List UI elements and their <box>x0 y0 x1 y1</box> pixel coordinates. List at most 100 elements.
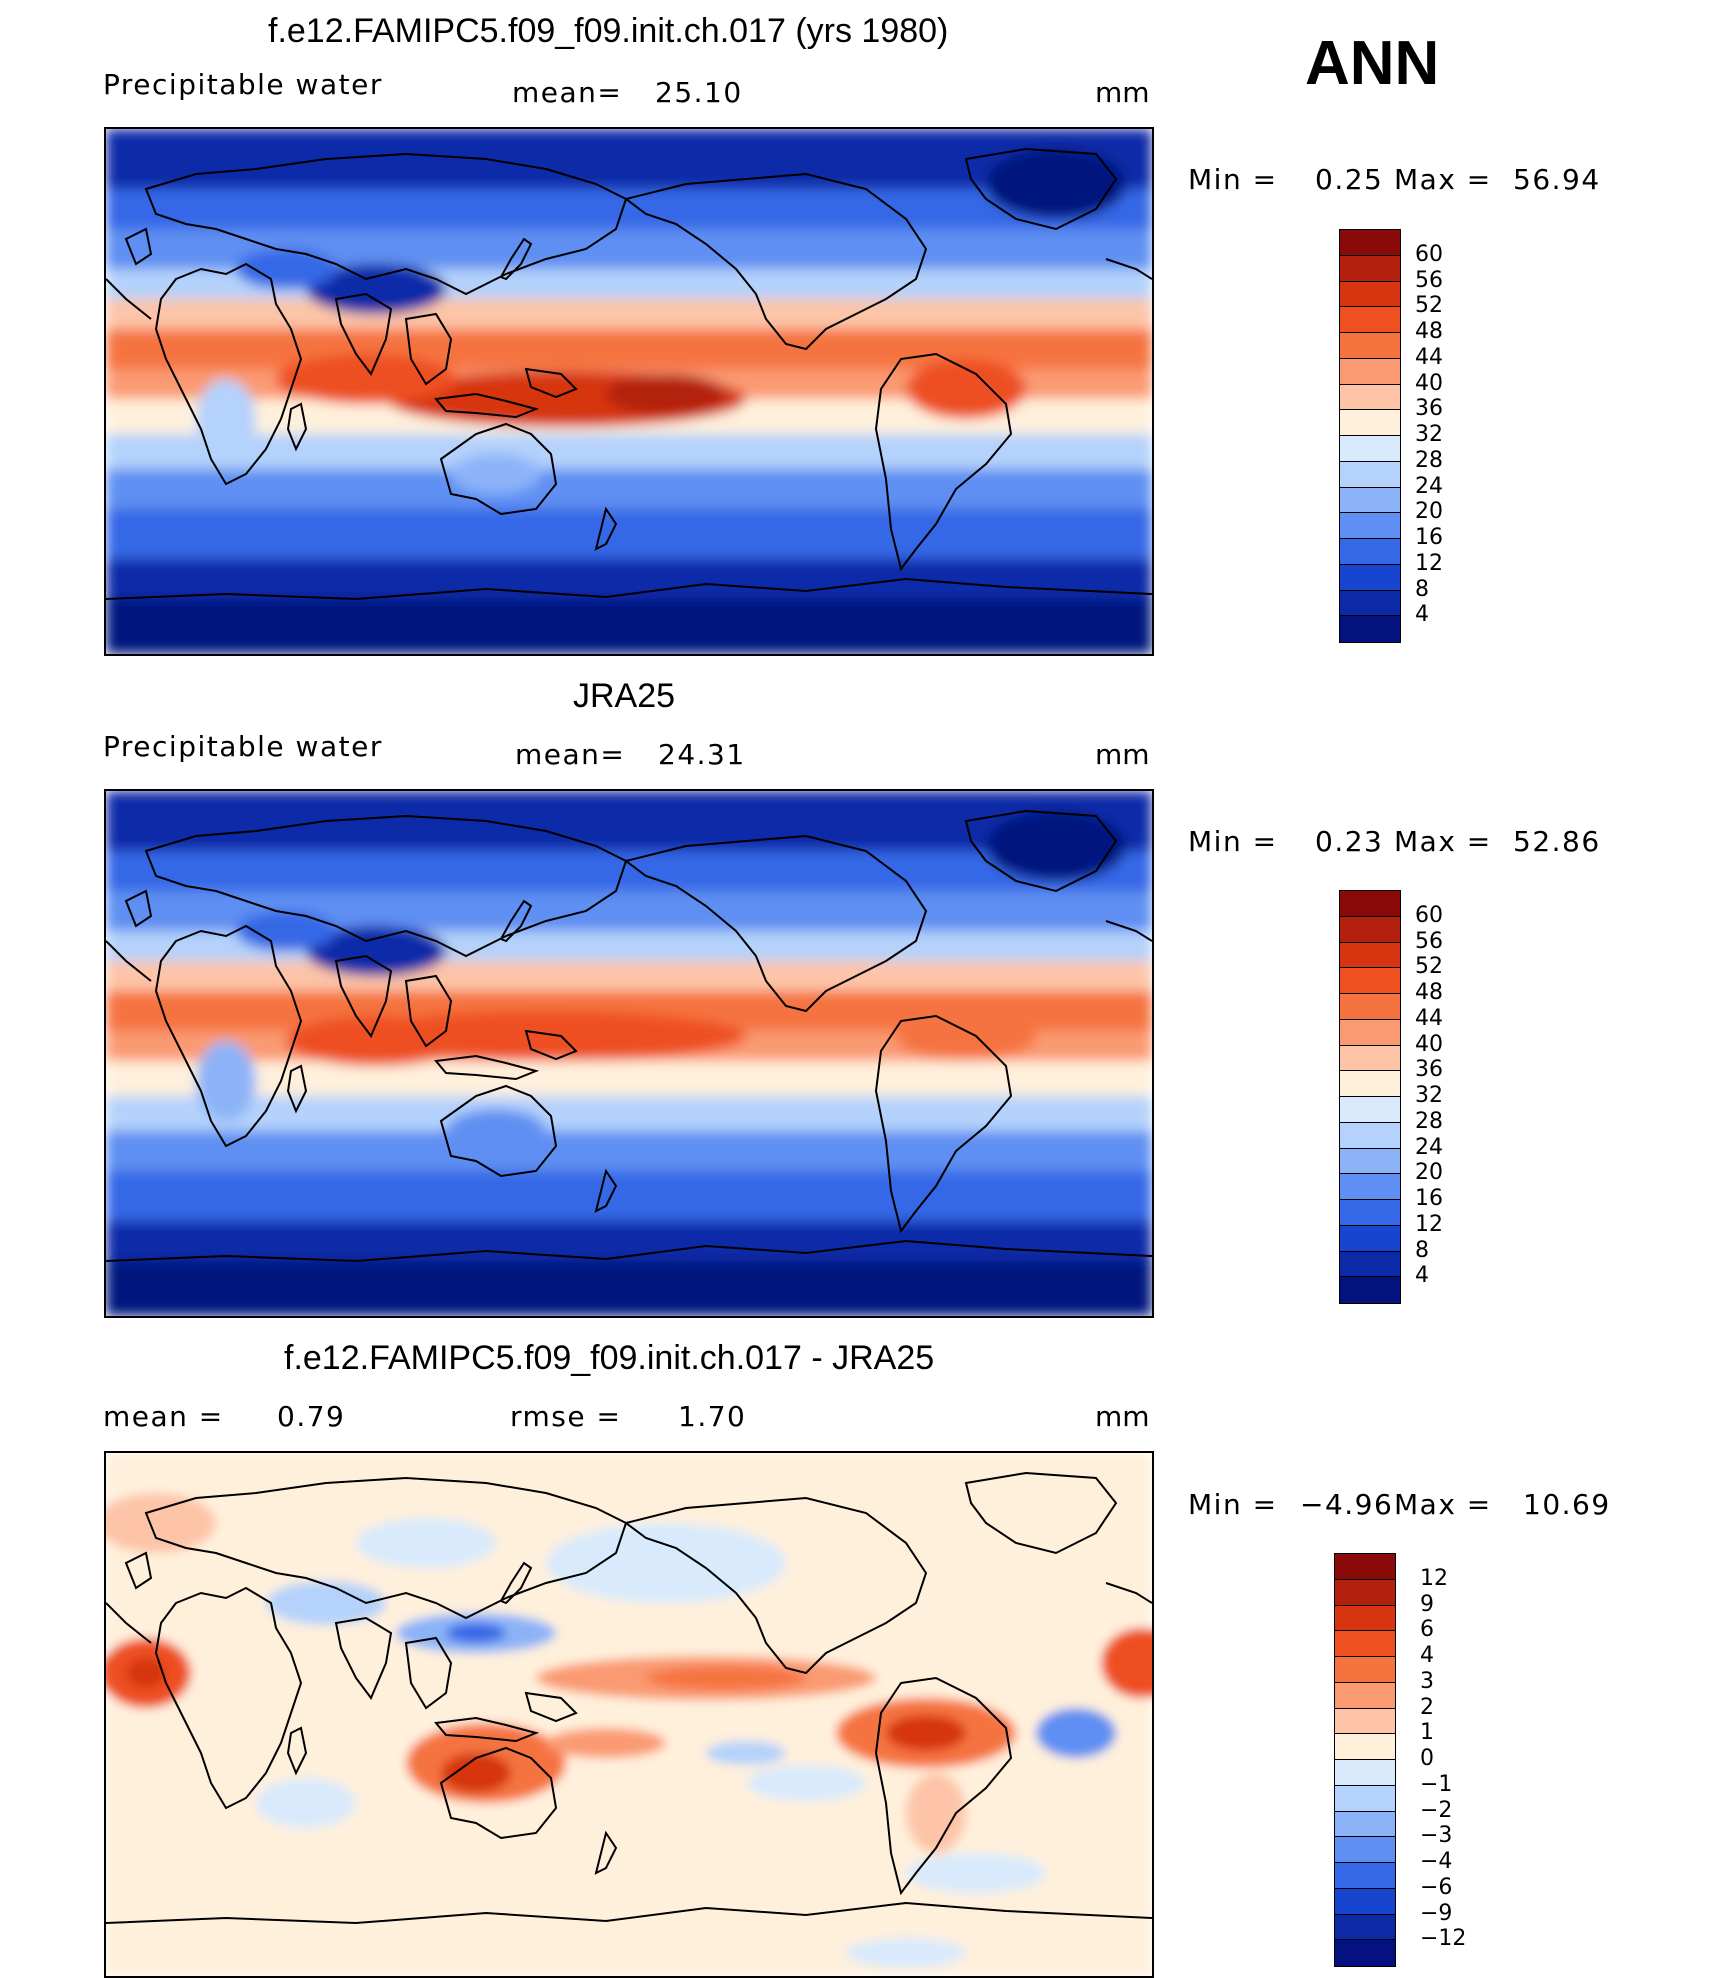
panel2-mean-label: mean= <box>515 738 626 771</box>
colorbar-swatch <box>1340 333 1400 359</box>
colorbar-swatch <box>1340 461 1400 488</box>
colorbar-swatch <box>1340 307 1400 333</box>
colorbar-tick-label: −12 <box>1420 1926 1467 1952</box>
panel1-title: f.e12.FAMIPC5.f09_f09.init.ch.017 (yrs 1… <box>268 12 949 50</box>
colorbar-tick-label: 24 <box>1415 473 1443 499</box>
colorbar-tick-label: 36 <box>1415 1057 1443 1083</box>
panel2-max-label: Max = <box>1394 825 1492 858</box>
colorbar-tick-label: 12 <box>1420 1565 1448 1591</box>
panel3-colorbar <box>1334 1553 1396 1967</box>
colorbar-swatch <box>1340 1019 1400 1046</box>
colorbar-tick-label: 40 <box>1415 1031 1443 1057</box>
colorbar-tick-label: −9 <box>1420 1900 1453 1926</box>
panel2-title: JRA25 <box>573 677 676 715</box>
colorbar-tick-label: 52 <box>1415 954 1443 980</box>
colorbar-swatch <box>1335 1785 1395 1812</box>
season-label: ANN <box>1305 29 1440 98</box>
colorbar-tick-label: 12 <box>1415 1211 1443 1237</box>
panel1-units: mm <box>1095 76 1150 109</box>
colorbar-swatch <box>1340 281 1400 308</box>
panel2-map-canvas <box>106 791 1152 1316</box>
colorbar-swatch <box>1340 1071 1400 1097</box>
panel1-map-canvas <box>106 129 1152 654</box>
colorbar-tick-label: 8 <box>1415 576 1429 602</box>
colorbar-tick-label: 36 <box>1415 396 1443 422</box>
colorbar-swatch <box>1340 539 1400 565</box>
panel2-min-value: 0.23 <box>1315 825 1384 858</box>
colorbar-tick-label: 4 <box>1415 602 1429 628</box>
panel2-mean-value: 24.31 <box>658 738 746 771</box>
panel3-rmse-label: rmse = <box>510 1400 622 1433</box>
colorbar-tick-label: 32 <box>1415 1083 1443 1108</box>
panel3-units: mm <box>1095 1400 1150 1433</box>
colorbar-swatch <box>1340 358 1400 385</box>
colorbar-swatch <box>1335 1631 1395 1657</box>
colorbar-tick-label: 20 <box>1415 1160 1443 1186</box>
panel1-variable-label: Precipitable water <box>103 68 383 101</box>
colorbar-swatch <box>1340 891 1400 917</box>
colorbar-tick-label: 20 <box>1415 499 1443 525</box>
colorbar-tick-label: 28 <box>1415 1108 1443 1134</box>
colorbar-swatch <box>1340 1225 1400 1252</box>
colorbar-tick-label: 3 <box>1420 1668 1434 1694</box>
panel1-max-value: 56.94 <box>1513 163 1601 196</box>
colorbar-swatch <box>1340 564 1400 591</box>
colorbar-tick-label: 60 <box>1415 902 1443 928</box>
colorbar-swatch <box>1335 1657 1395 1683</box>
panel3-mean-label: mean = <box>103 1400 224 1433</box>
colorbar-tick-label: −4 <box>1420 1849 1453 1874</box>
colorbar-swatch <box>1335 1708 1395 1735</box>
colorbar-swatch <box>1340 590 1400 617</box>
panel1-mean-label: mean= <box>512 76 623 109</box>
panel3-max-label: Max = <box>1394 1488 1492 1521</box>
colorbar-tick-label: 9 <box>1420 1591 1434 1617</box>
colorbar-swatch <box>1340 1148 1400 1175</box>
colorbar-tick-label: 44 <box>1415 344 1443 370</box>
colorbar-tick-label: 48 <box>1415 319 1443 344</box>
colorbar-tick-label: 4 <box>1420 1643 1434 1668</box>
panel3-map <box>104 1451 1154 1978</box>
colorbar-swatch <box>1335 1554 1395 1580</box>
colorbar-swatch <box>1340 1277 1400 1303</box>
panel3-mean-value: 0.79 <box>277 1400 346 1433</box>
panel2-units: mm <box>1095 738 1150 771</box>
colorbar-swatch <box>1340 1122 1400 1149</box>
colorbar-swatch <box>1335 1579 1395 1606</box>
panel3-min-label: Min = <box>1188 1488 1278 1521</box>
panel1-colorbar <box>1339 229 1401 643</box>
colorbar-swatch <box>1340 916 1400 943</box>
colorbar-tick-label: 12 <box>1415 550 1443 576</box>
panel3-min-value: −4.96 <box>1300 1488 1394 1521</box>
panel1-map <box>104 127 1154 656</box>
colorbar-swatch <box>1340 410 1400 436</box>
colorbar-swatch <box>1335 1760 1395 1786</box>
colorbar-tick-label: 48 <box>1415 980 1443 1005</box>
colorbar-swatch <box>1340 1200 1400 1226</box>
colorbar-swatch <box>1340 616 1400 642</box>
colorbar-swatch <box>1340 1174 1400 1200</box>
colorbar-swatch <box>1340 942 1400 969</box>
colorbar-tick-label: 56 <box>1415 928 1443 954</box>
colorbar-swatch <box>1340 436 1400 462</box>
panel2-colorbar <box>1339 890 1401 1304</box>
colorbar-tick-label: 40 <box>1415 370 1443 396</box>
colorbar-swatch <box>1340 384 1400 411</box>
colorbar-tick-label: 32 <box>1415 422 1443 447</box>
panel3-map-canvas <box>106 1453 1152 1976</box>
panel2-max-value: 52.86 <box>1513 825 1601 858</box>
colorbar-swatch <box>1340 994 1400 1020</box>
colorbar-swatch <box>1335 1914 1395 1941</box>
colorbar-tick-label: 24 <box>1415 1134 1443 1160</box>
colorbar-tick-label: −2 <box>1420 1797 1453 1823</box>
colorbar-swatch <box>1335 1837 1395 1863</box>
panel3-rmse-value: 1.70 <box>678 1400 747 1433</box>
colorbar-tick-label: 28 <box>1415 447 1443 473</box>
colorbar-tick-label: 4 <box>1415 1263 1429 1289</box>
colorbar-tick-label: 6 <box>1420 1617 1434 1643</box>
colorbar-swatch <box>1335 1940 1395 1966</box>
colorbar-swatch <box>1340 230 1400 256</box>
colorbar-tick-label: 52 <box>1415 293 1443 319</box>
colorbar-swatch <box>1335 1863 1395 1889</box>
colorbar-swatch <box>1335 1605 1395 1632</box>
colorbar-tick-label: −3 <box>1420 1823 1453 1849</box>
